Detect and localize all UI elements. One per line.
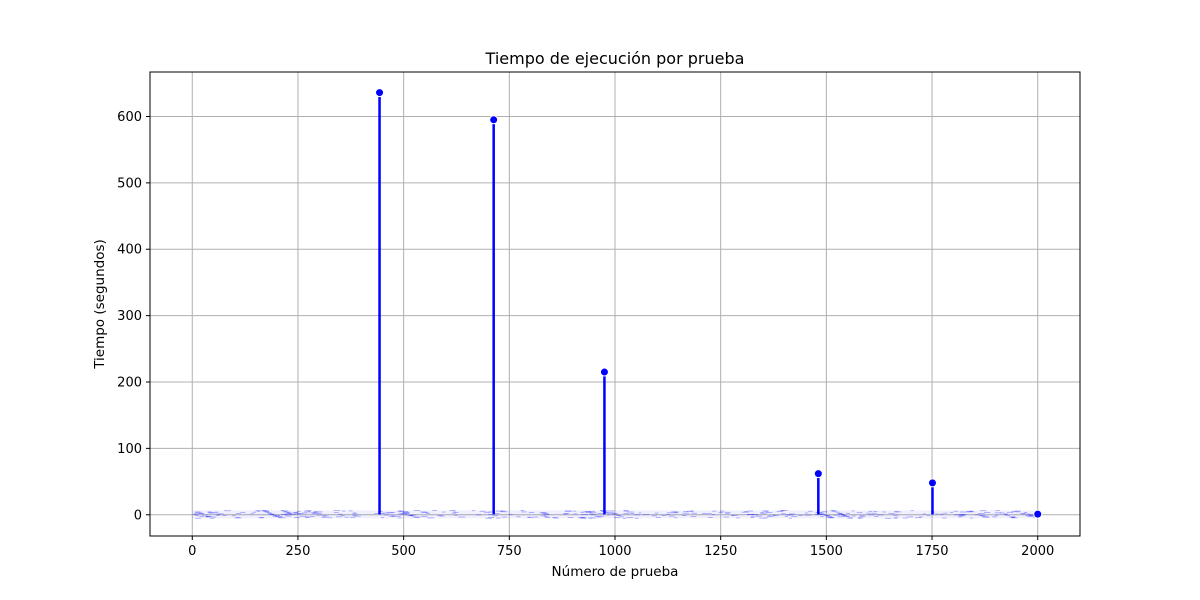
y-tick-label: 300 bbox=[117, 309, 142, 324]
y-axis: 0 100 200 300 400 500 600 bbox=[117, 110, 150, 523]
grid bbox=[150, 72, 1080, 536]
y-tick-label: 600 bbox=[117, 110, 142, 125]
y-tick-label: 500 bbox=[117, 176, 142, 191]
x-axis-label: Número de prueba bbox=[552, 564, 679, 580]
data-point bbox=[599, 367, 609, 377]
data-point bbox=[927, 478, 937, 488]
baseline-series bbox=[192, 510, 1040, 519]
x-tick-label: 1750 bbox=[915, 544, 948, 559]
y-tick-label: 100 bbox=[117, 442, 142, 457]
x-axis: 0 250 500 750 1000 1250 1500 1750 2000 bbox=[188, 536, 1054, 559]
x-tick-label: 2000 bbox=[1021, 544, 1054, 559]
data-point bbox=[489, 115, 499, 125]
data-point bbox=[813, 469, 823, 479]
y-tick-label: 200 bbox=[117, 375, 142, 390]
chart-title: Tiempo de ejecución por prueba bbox=[485, 49, 745, 68]
spike-series bbox=[375, 88, 1043, 519]
x-tick-label: 750 bbox=[497, 544, 522, 559]
data-point bbox=[1033, 509, 1043, 519]
x-tick-label: 0 bbox=[188, 544, 196, 559]
data-point bbox=[375, 88, 385, 98]
x-tick-label: 1000 bbox=[598, 544, 631, 559]
x-tick-label: 500 bbox=[391, 544, 416, 559]
baseline-band bbox=[192, 510, 1038, 519]
x-tick-label: 1250 bbox=[704, 544, 737, 559]
y-tick-label: 0 bbox=[134, 508, 142, 523]
y-tick-label: 400 bbox=[117, 243, 142, 258]
x-tick-label: 250 bbox=[286, 544, 311, 559]
y-axis-label: Tiempo (segundos) bbox=[92, 239, 108, 370]
x-tick-label: 1500 bbox=[810, 544, 843, 559]
